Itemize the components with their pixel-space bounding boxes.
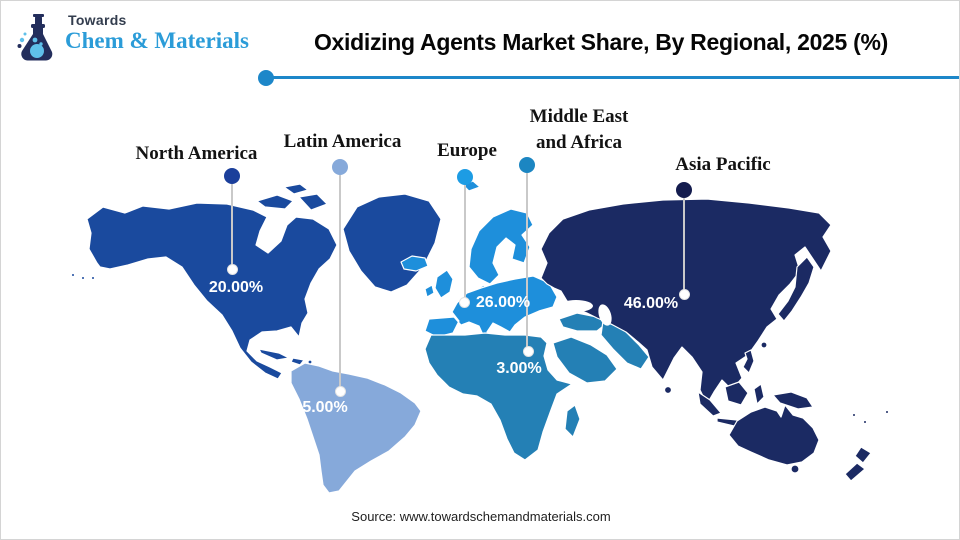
map-region-middle-east-africa xyxy=(424,312,650,461)
logo: Towards Chem & Materials xyxy=(17,13,249,63)
map-shape-ireland xyxy=(424,284,435,298)
region-label-middle-east-africa: Middle East and Africa xyxy=(529,106,629,153)
page-title: Oxidizing Agents Market Share, By Region… xyxy=(313,29,889,55)
leader-endpoint-latin-america xyxy=(336,387,345,396)
map-shape-new-zealand-south xyxy=(844,462,866,482)
marker-dot-europe xyxy=(457,169,473,185)
leader-line-north-america xyxy=(231,184,233,269)
map-shape-philippines xyxy=(742,349,755,374)
map-shape-borneo xyxy=(724,381,749,406)
map-shape-black-sea xyxy=(559,300,593,312)
map-shape-new-guinea xyxy=(772,391,814,410)
map-shape-sri-lanka xyxy=(663,385,673,395)
title-underline xyxy=(265,76,959,79)
map-shape-madagascar xyxy=(564,404,581,438)
map-shape-australia xyxy=(728,404,820,466)
leader-line-middle-east-africa xyxy=(526,173,528,348)
leader-endpoint-middle-east-africa xyxy=(524,347,533,356)
marker-dot-middle-east-africa xyxy=(519,157,535,173)
map-shape-sumatra xyxy=(697,391,722,417)
map-shape-tasmania xyxy=(790,464,800,474)
leader-endpoint-europe xyxy=(460,298,469,307)
region-label-europe: Europe xyxy=(437,140,497,161)
map-inland-seas xyxy=(559,300,612,326)
map-region-asia-pacific xyxy=(540,198,890,482)
value-label-asia-pacific: 46.00% xyxy=(623,295,679,312)
leader-line-latin-america xyxy=(339,175,341,389)
map-shape-north-america-mainland xyxy=(86,202,338,380)
value-label-europe: 26.00% xyxy=(475,294,531,311)
map-shape-scandinavia xyxy=(468,208,534,285)
map-shape-arabia xyxy=(552,336,618,384)
value-label-latin-america: 5.00% xyxy=(302,399,348,416)
map-shape-japan xyxy=(777,256,815,322)
map-shape-greenland xyxy=(342,193,442,293)
logo-line2: Chem & Materials xyxy=(65,27,249,53)
region-label-asia-pacific: Asia Pacific xyxy=(675,154,771,175)
map-shape-taiwan xyxy=(760,341,768,349)
map-shape-caspian-sea xyxy=(598,304,612,326)
logo-line1: Towards xyxy=(68,12,127,28)
map-shape-arctic-island-3 xyxy=(283,183,309,195)
map-shape-new-zealand-north xyxy=(854,446,872,464)
map-shape-arctic-island-1 xyxy=(256,194,294,210)
map-shape-britain xyxy=(434,269,454,299)
leader-endpoint-north-america xyxy=(228,265,237,274)
map-region-europe xyxy=(400,180,558,342)
region-label-latin-america: Latin America xyxy=(283,131,402,152)
map-shape-iceland xyxy=(400,255,429,272)
marker-dot-asia-pacific xyxy=(676,182,692,198)
map-shape-arctic-island-2 xyxy=(298,193,328,211)
leader-line-europe xyxy=(464,185,466,298)
region-label-north-america: North America xyxy=(135,143,258,164)
value-label-north-america: 20.00% xyxy=(208,279,264,296)
map-shape-africa xyxy=(424,332,573,461)
map-shape-sulawesi xyxy=(753,383,765,405)
marker-dot-north-america xyxy=(224,168,240,184)
leader-line-asia-pacific xyxy=(683,198,685,291)
value-label-middle-east-africa: 3.00% xyxy=(496,360,542,377)
flask-icon xyxy=(17,14,53,61)
map-shape-asia-mainland xyxy=(540,198,832,405)
marker-dot-latin-america xyxy=(332,159,348,175)
map-shape-cuba xyxy=(258,348,290,361)
leader-endpoint-asia-pacific xyxy=(680,290,689,299)
map-region-latin-america xyxy=(290,362,422,494)
map-shape-south-america xyxy=(290,362,422,494)
map-shape-hispaniola xyxy=(290,357,305,366)
source-text: Source: www.towardschemandmaterials.com xyxy=(351,509,611,524)
logo-text: Towards Chem & Materials xyxy=(65,13,249,53)
